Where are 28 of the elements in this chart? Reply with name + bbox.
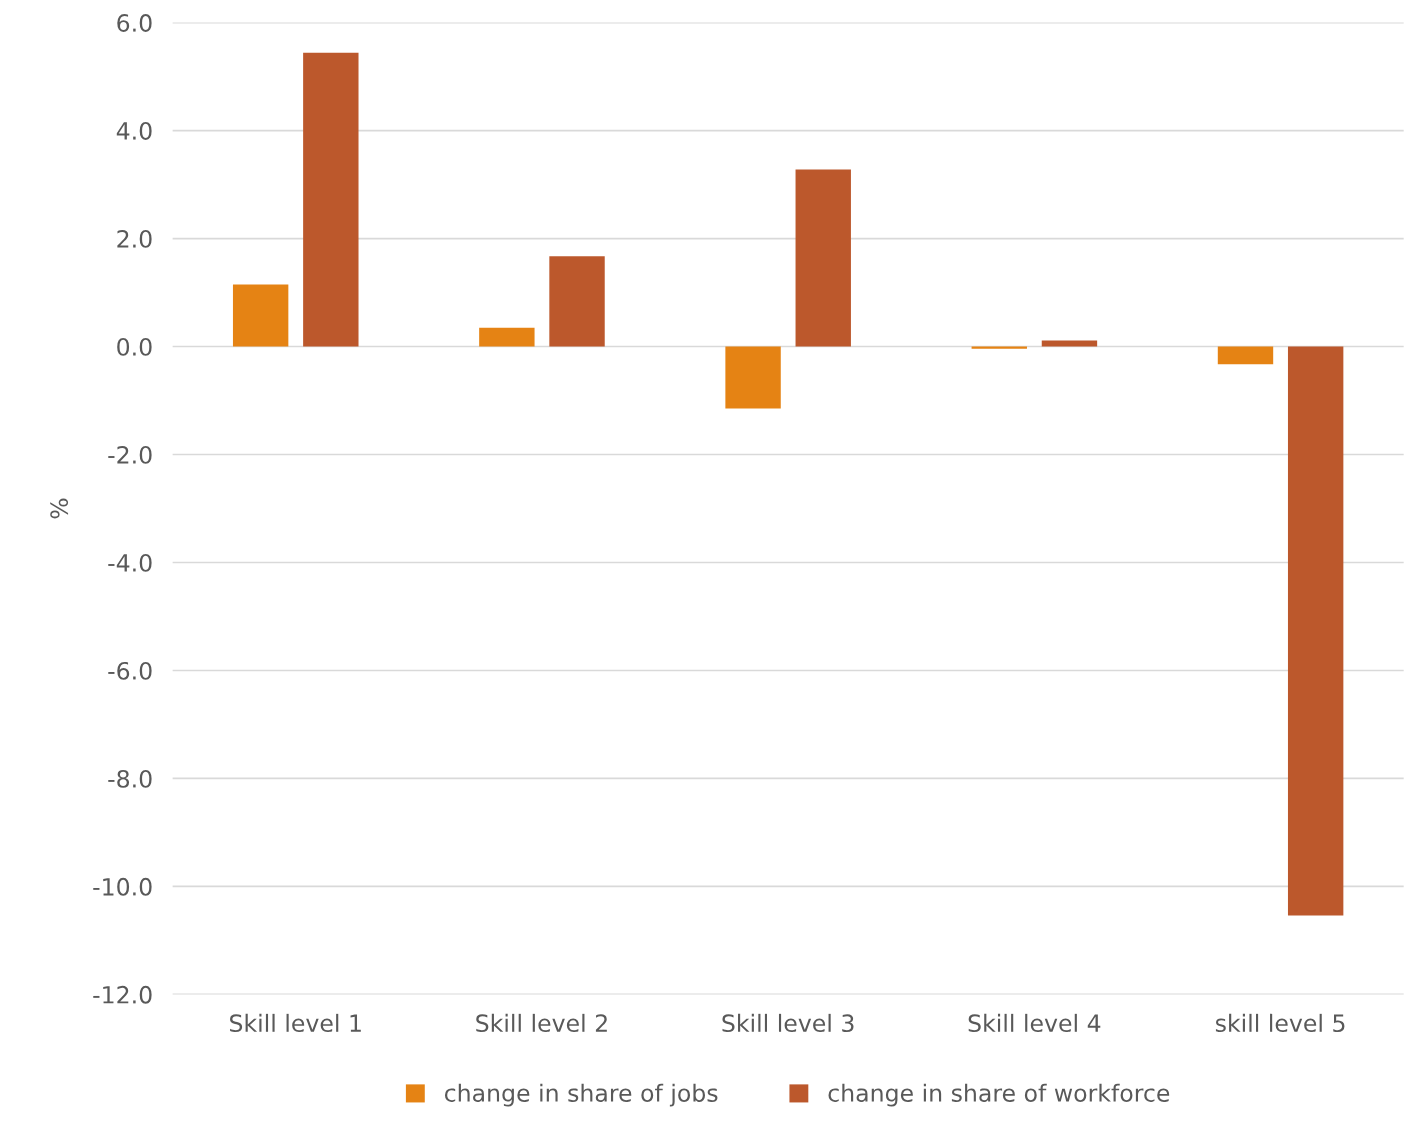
y-tick-label: -4.0 [108, 553, 152, 572]
bar [1287, 346, 1344, 916]
x-tick-label: Skill level 3 [722, 1013, 854, 1033]
bar [1217, 346, 1274, 365]
x-tick-label: skill level 5 [1215, 1013, 1345, 1033]
x-tick-label: Skill level 1 [230, 1013, 361, 1033]
y-tick-label: 2.0 [117, 230, 152, 248]
y-tick-label: -2.0 [108, 445, 152, 464]
bar [549, 256, 605, 347]
bar [232, 284, 289, 347]
bar [1041, 340, 1098, 347]
bar [795, 169, 851, 347]
bar [725, 346, 781, 409]
bar [971, 346, 1027, 349]
y-tick-label: -12.0 [93, 985, 152, 1004]
y-tick-label: 6.0 [117, 14, 152, 32]
y-tick-label: -10.0 [93, 877, 152, 896]
bar [303, 52, 359, 347]
y-tick-label: 4.0 [116, 122, 152, 140]
legend-label: change in share of jobs [444, 1083, 718, 1107]
y-axis-title: % [50, 498, 69, 519]
y-tick-label: -8.0 [108, 769, 152, 788]
bar [479, 327, 535, 347]
legend-label: change in share of workforce [828, 1083, 1170, 1107]
y-tick-label: 0.0 [117, 337, 152, 356]
x-tick-label: Skill level 2 [476, 1013, 607, 1033]
y-tick-label: -6.0 [108, 661, 152, 680]
x-tick-label: Skill level 4 [968, 1013, 1101, 1033]
